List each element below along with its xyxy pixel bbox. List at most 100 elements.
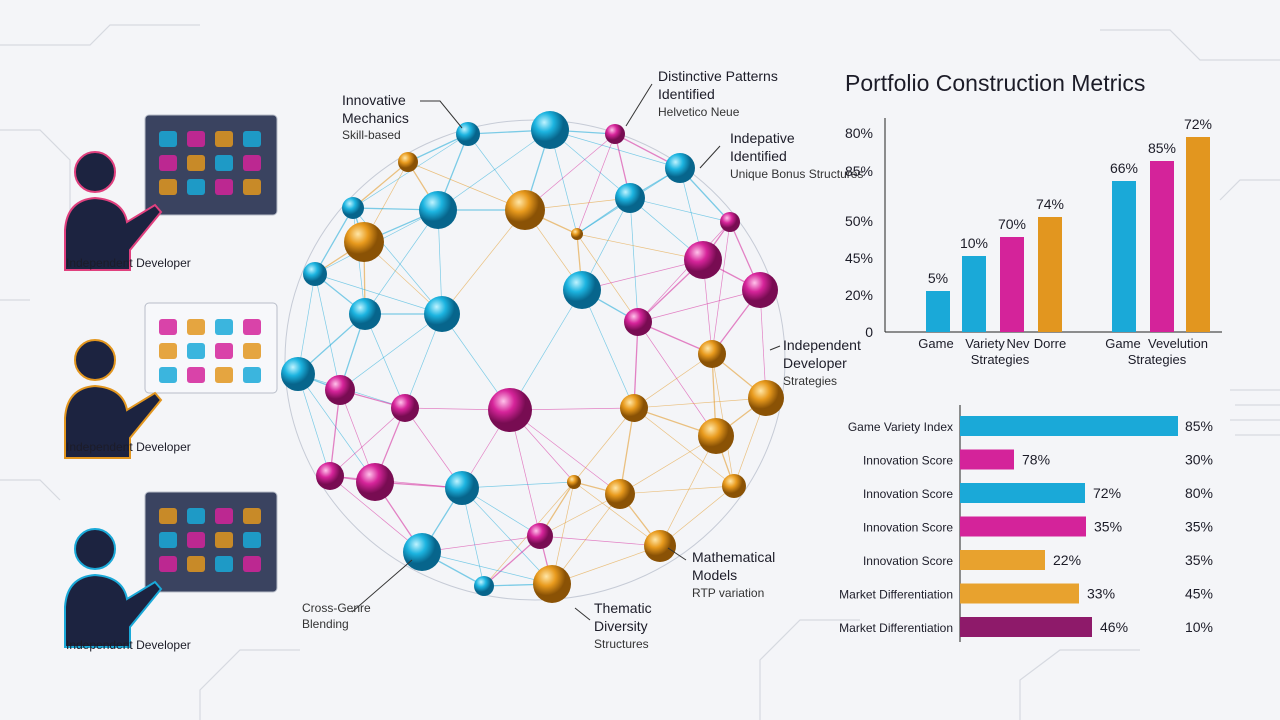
x-tick-label: Game <box>1105 336 1140 351</box>
bar-label: 74% <box>1036 196 1064 212</box>
bar-label: 85% <box>1148 140 1176 156</box>
leader-lines <box>351 83 781 621</box>
label-sub: Helvetico Neue <box>658 105 740 119</box>
network-label: Thematic Diversity Structures <box>594 600 652 651</box>
x-tick-label: Nev <box>1006 336 1030 351</box>
x-tick-label: Variety <box>965 336 1005 351</box>
label-sub: RTP variation <box>692 586 764 600</box>
label-title: Developer <box>783 355 847 371</box>
tile <box>187 343 205 359</box>
edge <box>329 475 423 553</box>
edge <box>633 407 735 487</box>
row-label: Market Differentiation <box>839 621 953 635</box>
node <box>665 153 695 183</box>
y-tick-label: 45% <box>845 250 873 266</box>
developer-label: Independent Developer <box>66 440 191 454</box>
edge <box>407 161 526 211</box>
x-tick-label: Dorre <box>1034 336 1067 351</box>
tile <box>159 532 177 548</box>
node <box>615 183 645 213</box>
edge <box>364 209 439 315</box>
person <box>64 573 163 648</box>
label-title: Independent <box>783 337 861 353</box>
edge <box>759 289 767 399</box>
person <box>64 384 163 459</box>
label-title: Mechanics <box>342 110 409 126</box>
tile <box>187 532 205 548</box>
bar-value: 72% <box>1093 485 1121 501</box>
bar <box>1000 237 1024 332</box>
tile <box>187 155 205 171</box>
node <box>349 298 381 330</box>
circuit-lines <box>0 24 1280 720</box>
edge <box>421 551 553 585</box>
edge <box>461 481 575 489</box>
bar <box>1186 137 1210 332</box>
tile <box>215 343 233 359</box>
developer-label: Independent Developer <box>66 256 191 270</box>
label-title: Mathematical <box>692 549 775 565</box>
tile <box>187 367 205 383</box>
node <box>316 462 344 490</box>
edge <box>576 233 639 323</box>
edge <box>509 409 621 495</box>
tile <box>159 343 177 359</box>
right-value: 10% <box>1185 619 1213 635</box>
node <box>505 190 545 230</box>
node <box>391 394 419 422</box>
node <box>342 197 364 219</box>
tile <box>243 179 261 195</box>
row-label: Innovation Score <box>863 554 953 568</box>
edge <box>421 535 541 553</box>
network-label: Distinctive Patterns Identified Helvetic… <box>658 68 778 119</box>
y-tick-label: 0 <box>865 324 873 340</box>
tile <box>215 179 233 195</box>
node <box>563 271 601 309</box>
y-tick-label: 80% <box>845 125 873 141</box>
tile <box>243 556 261 572</box>
label-title: Identified <box>658 86 715 102</box>
node <box>571 228 583 240</box>
tile <box>215 508 233 524</box>
column-chart: 80% 85% 50% 45% 20% 0 5% 10% 70% 74% 66% 85% 72% Game… <box>845 116 1222 367</box>
y-tick-label: 20% <box>845 287 873 303</box>
edge <box>633 321 639 409</box>
edge <box>576 233 704 261</box>
bar <box>960 617 1092 637</box>
bar-value: 78% <box>1022 452 1050 468</box>
edge <box>539 535 661 547</box>
bar <box>926 291 950 332</box>
node <box>474 576 494 596</box>
edge <box>352 161 409 209</box>
node <box>325 375 355 405</box>
edge <box>339 313 443 391</box>
head <box>74 151 116 193</box>
bar <box>1150 161 1174 332</box>
bar <box>1038 217 1062 332</box>
node <box>722 474 746 498</box>
row-label: Market Differentiation <box>839 588 953 602</box>
edge <box>573 481 661 547</box>
node <box>684 241 722 279</box>
bar <box>960 416 1178 436</box>
label-title: Distinctive Patterns <box>658 68 778 84</box>
node <box>488 388 532 432</box>
network-label: Indepative Identified Unique Bonus Struc… <box>730 130 863 181</box>
bar <box>960 583 1079 604</box>
edge <box>314 273 443 315</box>
node <box>644 530 676 562</box>
tile <box>215 131 233 147</box>
label-title: Models <box>692 567 737 583</box>
label-sub: Structures <box>594 637 649 651</box>
tile <box>243 131 261 147</box>
node <box>445 471 479 505</box>
bar-label: 66% <box>1110 160 1138 176</box>
edge <box>633 353 713 409</box>
tile <box>187 508 205 524</box>
edge <box>576 133 616 235</box>
tile <box>215 319 233 335</box>
tile <box>243 155 261 171</box>
node <box>605 124 625 144</box>
edge <box>441 209 526 315</box>
